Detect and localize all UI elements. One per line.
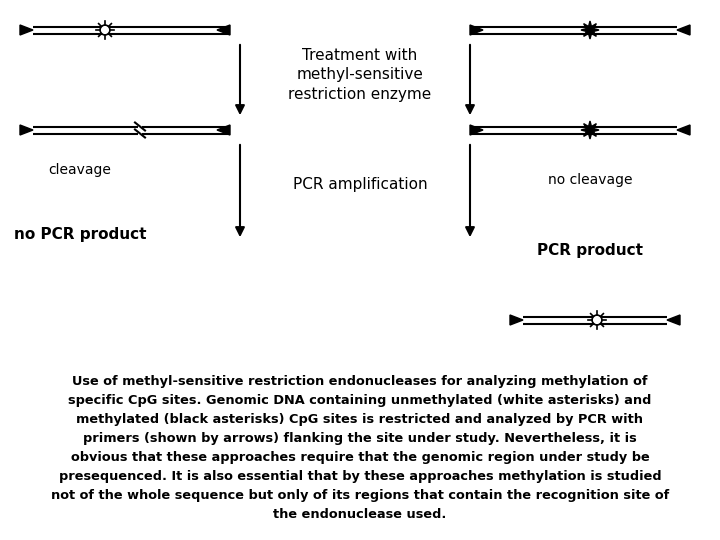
Text: presequenced. It is also essential that by these approaches methylation is studi: presequenced. It is also essential that … [59, 470, 661, 483]
Polygon shape [20, 25, 33, 35]
Polygon shape [581, 21, 599, 39]
Text: no cleavage: no cleavage [548, 173, 632, 187]
Text: primers (shown by arrows) flanking the site under study. Nevertheless, it is: primers (shown by arrows) flanking the s… [83, 432, 637, 445]
Text: cleavage: cleavage [48, 163, 112, 177]
Polygon shape [470, 25, 483, 35]
Polygon shape [581, 121, 599, 139]
Text: the endonuclease used.: the endonuclease used. [274, 508, 446, 521]
Text: Treatment with
methyl-sensitive
restriction enzyme: Treatment with methyl-sensitive restrict… [289, 48, 431, 102]
Text: PCR product: PCR product [537, 242, 643, 258]
Polygon shape [510, 315, 523, 325]
Polygon shape [667, 315, 680, 325]
Circle shape [100, 25, 110, 35]
Text: no PCR product: no PCR product [14, 227, 146, 242]
Text: specific CpG sites. Genomic DNA containing unmethylated (white asterisks) and: specific CpG sites. Genomic DNA containi… [68, 394, 652, 407]
Polygon shape [217, 125, 230, 135]
Polygon shape [217, 25, 230, 35]
Text: not of the whole sequence but only of its regions that contain the recognition s: not of the whole sequence but only of it… [51, 489, 669, 502]
Text: Use of methyl-sensitive restriction endonucleases for analyzing methylation of: Use of methyl-sensitive restriction endo… [72, 375, 648, 388]
Text: methylated (black asterisks) CpG sites is restricted and analyzed by PCR with: methylated (black asterisks) CpG sites i… [76, 413, 644, 426]
Text: PCR amplification: PCR amplification [293, 178, 427, 192]
Polygon shape [20, 125, 33, 135]
Text: obvious that these approaches require that the genomic region under study be: obvious that these approaches require th… [71, 451, 649, 464]
Polygon shape [470, 125, 483, 135]
Polygon shape [677, 25, 690, 35]
Polygon shape [677, 125, 690, 135]
Circle shape [592, 315, 602, 325]
